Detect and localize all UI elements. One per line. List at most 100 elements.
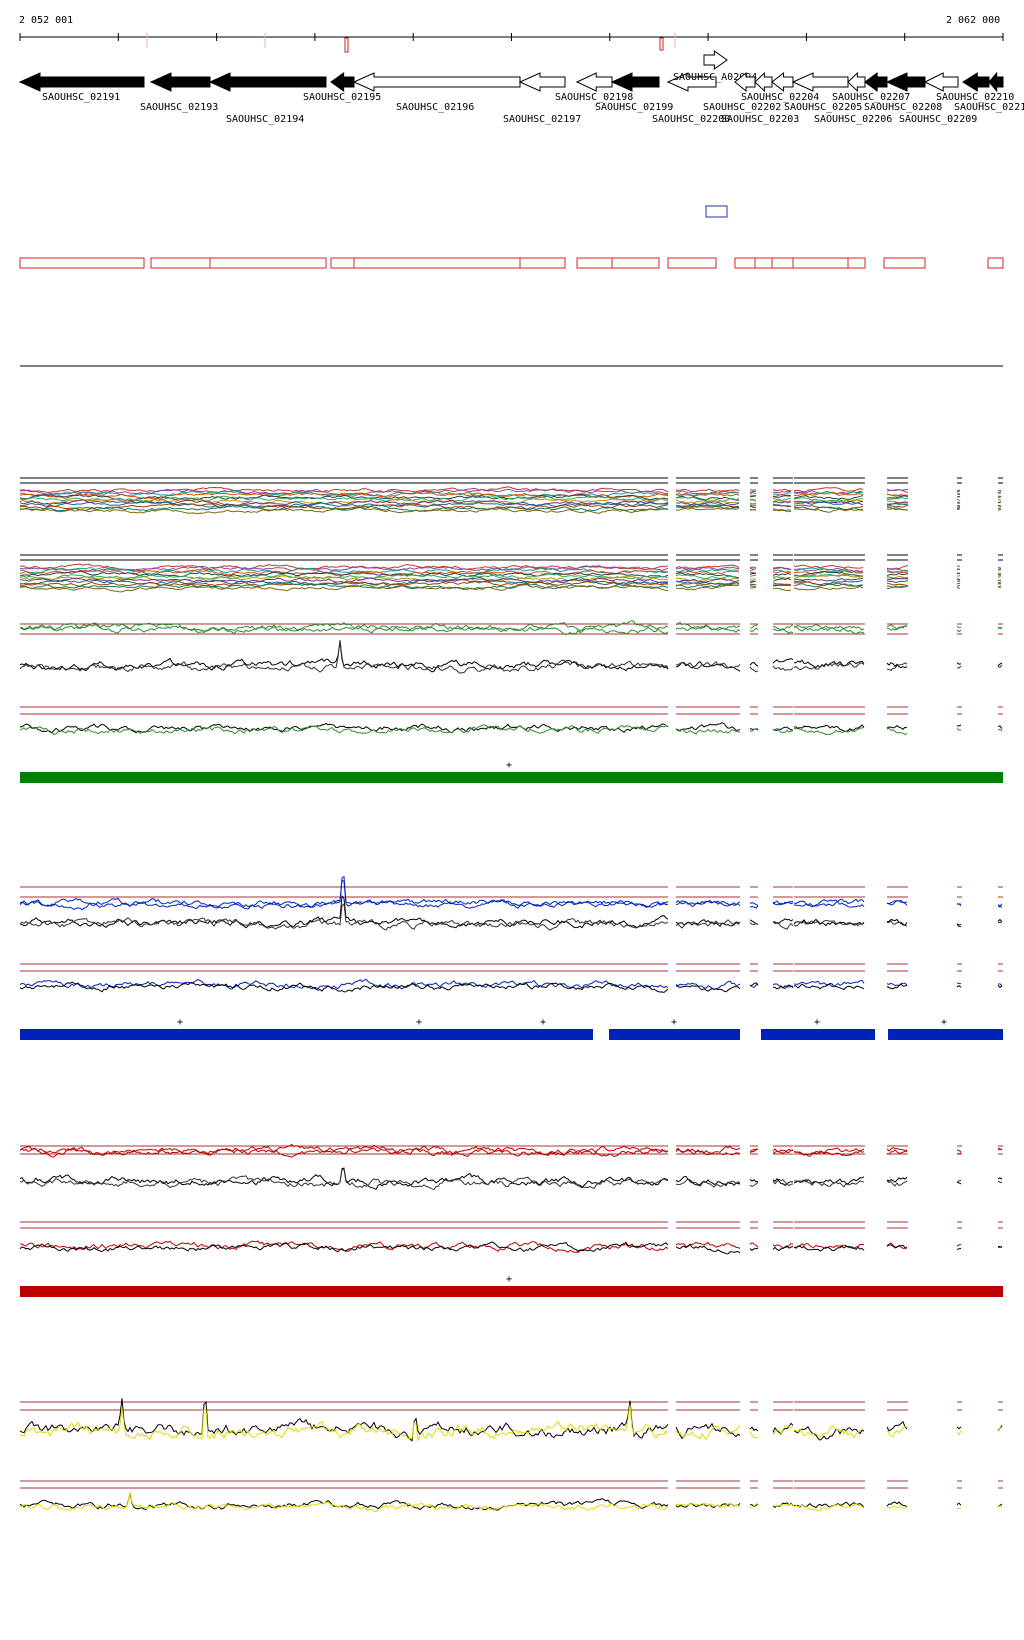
annotation-box[interactable] xyxy=(987,257,1004,269)
profile-line xyxy=(772,624,794,631)
ruler-end-label: 2 062 000 xyxy=(946,15,1000,26)
profile-line xyxy=(772,570,792,574)
profile-line xyxy=(956,629,962,633)
profile-line xyxy=(19,584,669,593)
gene-arrow-shape xyxy=(988,71,1004,93)
annotation-box[interactable] xyxy=(847,257,866,269)
gene-arrow-shape xyxy=(885,72,926,92)
red-strand-bar[interactable] xyxy=(20,1286,1003,1297)
annotation-box[interactable] xyxy=(19,257,145,269)
gene-arrow[interactable]: SAOUHSC_02197 xyxy=(503,72,581,125)
annotation-box[interactable] xyxy=(353,257,521,269)
gene-label: SAOUHSC_02195 xyxy=(303,92,381,103)
profile-line xyxy=(793,623,865,635)
annotation-box-track xyxy=(19,257,1004,269)
profile-line xyxy=(749,983,759,988)
profile-line xyxy=(793,918,865,927)
profile-line xyxy=(675,572,740,579)
gene-arrow[interactable]: SAOUHSC_02199 xyxy=(595,72,673,113)
profile-line xyxy=(675,570,740,575)
profile-line xyxy=(749,491,757,495)
profile-line xyxy=(675,564,740,570)
profile-line xyxy=(886,662,908,669)
annotation-box[interactable] xyxy=(611,257,660,269)
profile-line xyxy=(793,492,864,497)
profile-line xyxy=(886,501,909,506)
profile-line xyxy=(997,496,1002,498)
gene-arrow[interactable]: SAOUHSC_02211 xyxy=(954,71,1024,113)
profile-line xyxy=(772,577,792,582)
blue-strand-bar[interactable] xyxy=(20,1029,1003,1040)
profile-line xyxy=(749,1502,759,1509)
profile-line xyxy=(749,504,757,507)
profile-line xyxy=(675,566,740,571)
profile-line xyxy=(772,576,792,581)
profile-line xyxy=(772,504,792,507)
profile-line xyxy=(675,1145,741,1155)
blue-feature-box[interactable] xyxy=(705,205,728,218)
profile-line xyxy=(886,1180,908,1187)
gene-arrow-shape xyxy=(352,72,521,92)
profile-line xyxy=(675,568,740,573)
blue-strand-labels: + + + + + + xyxy=(177,1017,947,1028)
profile-line xyxy=(675,661,741,670)
green-strand-bar[interactable] xyxy=(20,772,1003,783)
profile-line xyxy=(675,1425,741,1441)
gene-arrow[interactable]: SAOUHSC_02191 xyxy=(18,72,145,103)
annotation-box[interactable] xyxy=(150,257,211,269)
profile-line xyxy=(772,583,792,586)
gene-arrow[interactable]: SAOUHSC_A02094 xyxy=(673,50,757,83)
profile-line xyxy=(956,924,962,928)
profile-line xyxy=(886,489,909,494)
profile-line xyxy=(793,919,865,927)
gene-arrow[interactable]: SAOUHSC_02209 xyxy=(899,72,977,125)
annotation-box[interactable] xyxy=(519,257,566,269)
profile-line xyxy=(956,727,962,731)
profile-line xyxy=(793,577,864,582)
profile-line xyxy=(772,497,792,501)
annotation-box[interactable] xyxy=(667,257,717,269)
profile-line xyxy=(997,728,1003,732)
annotation-box[interactable] xyxy=(734,257,756,269)
annotation-box[interactable] xyxy=(576,257,613,269)
profile-line xyxy=(675,900,741,907)
profile-line xyxy=(772,584,792,587)
profile-line xyxy=(749,580,757,584)
profile-line xyxy=(749,499,757,502)
profile-line xyxy=(956,578,961,581)
profile-line xyxy=(886,920,908,927)
profile-line xyxy=(749,586,757,589)
profile-line xyxy=(793,1424,865,1439)
profile-line xyxy=(793,501,864,506)
profile-line xyxy=(19,502,669,511)
gene-arrow[interactable]: SAOUHSC_02194 xyxy=(208,72,327,125)
gene-arrow-shape xyxy=(703,50,728,70)
gene-label: SAOUHSC_02200 xyxy=(652,114,730,125)
profile-line xyxy=(749,623,759,629)
profile-line xyxy=(675,980,741,991)
annotation-box[interactable] xyxy=(883,257,926,269)
annotation-box[interactable] xyxy=(792,257,849,269)
profile-line xyxy=(749,568,757,572)
profile-line xyxy=(956,568,961,571)
profile-line xyxy=(19,1144,669,1157)
profile-line xyxy=(772,1178,794,1187)
gene-arrow-shape xyxy=(666,72,717,92)
profile-line xyxy=(675,984,741,993)
profile-line xyxy=(793,499,864,504)
profile-line xyxy=(886,982,908,987)
profile-line xyxy=(772,587,792,592)
annotation-box[interactable] xyxy=(754,257,773,269)
profile-line xyxy=(749,566,757,569)
gene-arrow[interactable]: SAOUHSC_02193 xyxy=(140,72,218,113)
annotation-box[interactable] xyxy=(330,257,355,269)
profile-line xyxy=(19,505,669,512)
annotation-box[interactable] xyxy=(209,257,327,269)
annotation-box[interactable] xyxy=(771,257,794,269)
profile-line xyxy=(887,507,909,511)
profile-line xyxy=(997,921,1003,924)
profile-line xyxy=(749,505,757,509)
gene-arrow[interactable]: SAOUHSC_02200 xyxy=(652,72,730,125)
profile-line xyxy=(997,492,1002,494)
profile-line xyxy=(19,506,669,515)
